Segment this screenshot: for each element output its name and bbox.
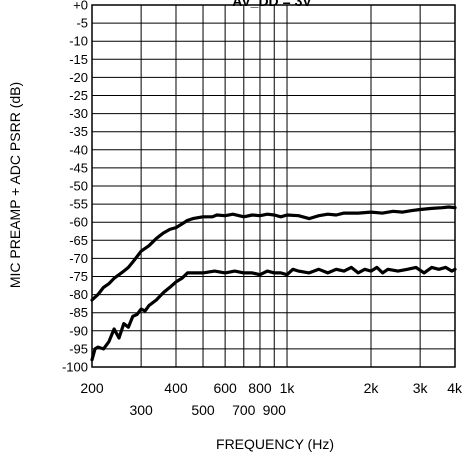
y-tick-label: -15 [69, 52, 88, 67]
x-tick-label: 1k [280, 380, 296, 396]
series-line-1 [90, 205, 457, 302]
x-tick-label: 800 [248, 380, 272, 396]
y-tick-label: -90 [69, 323, 88, 338]
y-tick-label: -10 [69, 34, 88, 49]
x-tick-label: 900 [263, 402, 287, 418]
series-line-2 [90, 265, 457, 362]
y-tick-label: -65 [69, 233, 88, 248]
y-tick-label: -95 [69, 341, 88, 356]
y-tick-label: -20 [69, 70, 88, 85]
y-tick-label: -50 [69, 179, 88, 194]
x-tick-label: 500 [191, 402, 215, 418]
chart-series [90, 205, 457, 362]
plot-frame [91, 4, 456, 368]
y-tick-label: -75 [69, 269, 88, 284]
y-tick-label: -70 [69, 251, 88, 266]
chart-grid [91, 4, 456, 368]
x-tick-label: 400 [164, 380, 188, 396]
y-tick-label: -25 [69, 88, 88, 103]
y-tick-label: -85 [69, 305, 88, 320]
x-tick-label: 300 [129, 402, 153, 418]
y-tick-label: -5 [76, 16, 88, 31]
y-tick-label: -30 [69, 106, 88, 121]
x-tick-label: 2k [364, 380, 380, 396]
x-axis-label: FREQUENCY (Hz) [216, 436, 334, 452]
x-tick-label: 600 [213, 380, 237, 396]
y-tick-label: -100 [62, 360, 88, 375]
y-axis-label: MIC PREAMP + ADC PSRR (dB) [7, 82, 23, 288]
x-tick-label: 4k [447, 380, 463, 396]
y-tick-label: -80 [69, 287, 88, 302]
x-tick-label: 200 [80, 380, 104, 396]
x-tick-labels: 200 400 600 800 1k 2k 3k 4k 300 500 700 900 [80, 380, 463, 418]
y-tick-label: -60 [69, 215, 88, 230]
y-tick-label: -40 [69, 142, 88, 157]
y-tick-label: -35 [69, 124, 88, 139]
y-tick-labels: +0 -5 -10 -15 -20 -25 -30 -35 -40 -45 -50 -55 -60 -65… [62, 0, 88, 375]
chart-title: AV_DD = 3V [232, 0, 312, 9]
y-tick-label: -55 [69, 197, 88, 212]
y-tick-label: -45 [69, 160, 88, 175]
x-tick-label: 700 [232, 402, 256, 418]
y-tick-label: +0 [73, 0, 88, 13]
x-tick-label: 3k [413, 380, 429, 396]
